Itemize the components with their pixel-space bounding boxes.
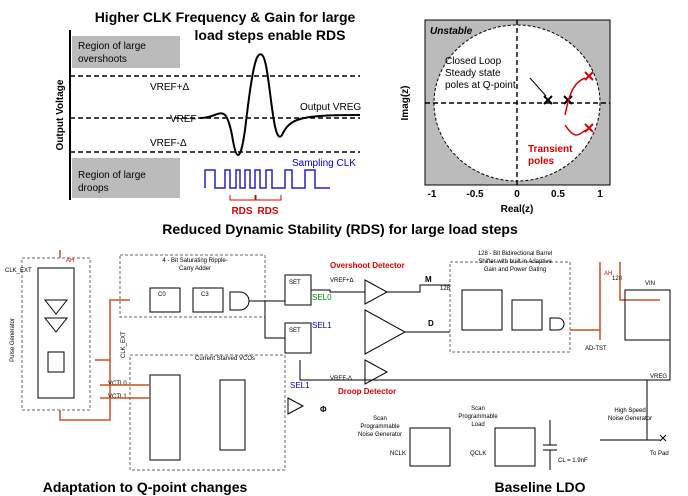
unstable-label: Unstable xyxy=(430,26,473,37)
label: VCTL0 xyxy=(108,381,127,387)
gate xyxy=(230,292,249,310)
label: VIN xyxy=(645,281,655,287)
waveform-panel: Higher CLK Frequency & Gain for large lo… xyxy=(55,9,361,217)
level-label: VREF+Δ xyxy=(150,82,190,93)
label: SET xyxy=(289,280,301,286)
label: 128 xyxy=(440,286,451,292)
title: Higher CLK Frequency & Gain for large xyxy=(95,9,356,25)
y-label: Output Voltage xyxy=(55,79,66,150)
wire xyxy=(249,285,450,338)
power-stage xyxy=(625,290,670,340)
x-tick-label: 0.5 xyxy=(551,189,565,200)
label: Scan xyxy=(471,406,485,412)
clock-label: Sampling CLK xyxy=(292,158,356,169)
label: Programmable xyxy=(360,424,400,430)
label: Pulse Generator xyxy=(10,318,16,362)
level-label: VREF xyxy=(170,114,197,125)
pad xyxy=(600,435,666,441)
label: VREF+Δ xyxy=(330,278,354,284)
zplane-panel: Unstable -1 -0.5 0 0.5 1 Real(z) Imag(z)… xyxy=(400,20,610,215)
x-tick-label: -1 xyxy=(428,189,437,200)
label: Droop Detector xyxy=(338,387,396,396)
label: CLK_EXT xyxy=(121,331,127,358)
x-label: Real(z) xyxy=(501,204,534,215)
caption: Baseline LDO xyxy=(494,479,585,495)
label: Shifter with built in Adaptive xyxy=(478,259,552,265)
label: SEL0 xyxy=(312,293,332,302)
output-label: Output VREG xyxy=(300,102,361,113)
region-label: droops xyxy=(78,183,109,194)
block xyxy=(462,290,564,330)
x-tick-label: -0.5 xyxy=(466,189,484,200)
label: Noise Generator xyxy=(358,432,402,438)
label: Current Starved VCOs xyxy=(195,356,255,362)
y-label: Imag(z) xyxy=(400,86,411,121)
figure: Higher CLK Frequency & Gain for large lo… xyxy=(0,0,688,496)
label: CLK_EXT xyxy=(5,268,32,274)
rds-label: RDS xyxy=(231,206,252,217)
capacitor xyxy=(543,420,557,470)
note: poles at Q-point xyxy=(445,80,516,91)
caption: Reduced Dynamic Stability (RDS) for larg… xyxy=(162,221,518,237)
label: Load xyxy=(471,422,484,428)
label: VCTL1 xyxy=(108,394,127,400)
label: 4 - Bit Saturating Ripple- xyxy=(162,258,227,264)
label: High Speed xyxy=(614,408,645,414)
x-tick-label: 1 xyxy=(597,189,603,200)
label: QCLK xyxy=(470,451,486,457)
note: poles xyxy=(528,156,555,167)
label: CL = 1.9nF xyxy=(558,458,588,464)
label: Overshoot Detector xyxy=(330,261,405,270)
label: SEL1 xyxy=(312,321,332,330)
label: VREG xyxy=(650,374,667,380)
note: Transient xyxy=(528,144,573,155)
label: To Pad xyxy=(650,451,669,457)
note: Steady state xyxy=(445,68,501,79)
label: 128 xyxy=(612,276,623,282)
label: C0 xyxy=(158,292,166,298)
label: VREF-Δ xyxy=(330,376,352,382)
block xyxy=(450,262,570,352)
label: Carry Adder xyxy=(179,266,211,272)
region-label: Region of large xyxy=(78,170,146,181)
label: AD-TST xyxy=(585,346,607,352)
label: D xyxy=(428,319,434,328)
note: Closed Loop xyxy=(445,56,502,67)
block xyxy=(38,268,74,398)
vco xyxy=(150,375,303,460)
caption: Adaptation to Q-point changes xyxy=(43,479,248,495)
title: load steps enable RDS xyxy=(195,27,346,43)
label: M xyxy=(425,275,432,284)
rds-label: RDS xyxy=(257,206,278,217)
label: Φ xyxy=(320,405,327,414)
label: SEL1 xyxy=(290,381,310,390)
label: SET xyxy=(289,328,301,334)
label: Gain and Power Gating xyxy=(484,267,546,273)
label: AH xyxy=(604,271,612,277)
label: AH xyxy=(66,258,74,264)
x-tick-label: 0 xyxy=(514,189,520,200)
label: Scan xyxy=(373,416,387,422)
block xyxy=(410,428,450,466)
label: C3 xyxy=(201,292,209,298)
label: 128 - Bit Bidirectional Barrel xyxy=(478,251,552,257)
comparator xyxy=(365,280,405,384)
label: Noise Generator xyxy=(608,416,652,422)
label: NCLK xyxy=(390,451,406,457)
block xyxy=(22,258,90,410)
wire xyxy=(570,262,660,340)
region-label: overshoots xyxy=(78,54,127,65)
block xyxy=(495,428,535,466)
region-label: Region of large xyxy=(78,41,146,52)
rds-bracket xyxy=(230,195,281,200)
level-label: VREF-Δ xyxy=(150,138,187,149)
circuit: Pulse Generator CLK_EXT AH 4 - Bit Satur… xyxy=(5,250,670,470)
block xyxy=(130,355,285,470)
label: Programmable xyxy=(458,414,498,420)
gate xyxy=(45,300,67,372)
sampling-clock xyxy=(205,170,330,188)
